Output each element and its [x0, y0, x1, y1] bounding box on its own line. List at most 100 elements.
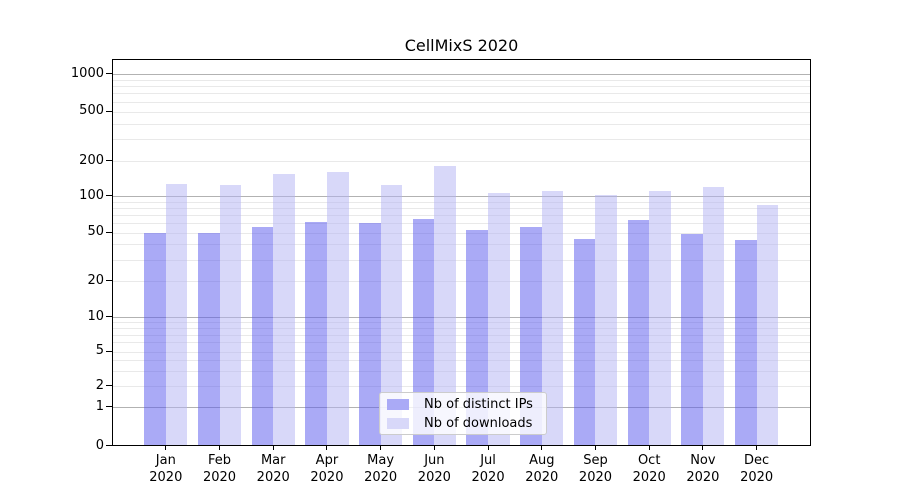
bar-distinct-ips-feb	[197, 232, 220, 445]
bar-distinct-ips-dec	[735, 240, 757, 445]
x-tick-label-jul: Jul 2020	[460, 452, 516, 486]
bar-distinct-ips-oct	[627, 220, 650, 445]
x-tick-mark	[487, 446, 489, 450]
gridline-minor	[113, 86, 810, 88]
legend-swatch-downloads	[387, 417, 409, 429]
x-tick-mark	[541, 446, 543, 450]
bar-distinct-ips-may	[359, 222, 381, 445]
x-tick-label-mar: Mar 2020	[245, 452, 301, 486]
gridline-major	[113, 317, 810, 318]
bar-downloads-oct	[649, 190, 671, 445]
bar-distinct-ips-aug	[520, 226, 542, 445]
y-tick-mark	[106, 195, 112, 196]
x-tick-label-jan: Jan 2020	[138, 452, 194, 486]
plot-area	[112, 59, 811, 446]
x-tick-label-dec: Dec 2020	[729, 452, 785, 486]
y-tick-label: 100	[79, 187, 104, 203]
x-tick-label-jun: Jun 2020	[406, 452, 462, 486]
gridline-minor	[113, 351, 810, 353]
x-tick-mark	[165, 446, 167, 450]
bar-distinct-ips-jun	[412, 218, 435, 445]
bar-downloads-nov	[702, 187, 725, 445]
x-tick-mark	[380, 446, 382, 450]
x-tick-mark	[433, 446, 435, 450]
legend-label-downloads: Nb of downloads	[424, 415, 533, 431]
bar-downloads-jun	[434, 165, 456, 445]
x-tick-mark	[702, 446, 704, 450]
gridline-minor	[113, 123, 810, 125]
chart-title: CellMixS 2020	[404, 36, 519, 55]
x-tick-label-feb: Feb 2020	[192, 452, 248, 486]
gridline-minor	[113, 281, 810, 282]
x-tick-year: 2020	[364, 470, 398, 485]
legend-swatch-distinct-ips	[387, 398, 409, 410]
gridline-minor	[113, 259, 810, 261]
x-tick-mark	[648, 446, 650, 450]
bar-distinct-ips-jan	[144, 232, 166, 445]
x-tick-year: 2020	[417, 470, 451, 485]
x-tick-year: 2020	[578, 470, 613, 485]
bar-downloads-mar	[273, 174, 295, 445]
y-tick-mark	[106, 385, 112, 386]
y-tick-mark	[106, 406, 112, 407]
gridline-minor	[113, 207, 810, 209]
y-tick-mark	[106, 445, 112, 446]
x-tick-mark	[272, 446, 274, 450]
y-tick-mark	[106, 316, 112, 317]
x-tick-label-oct: Oct 2020	[621, 452, 677, 486]
bar-distinct-ips-jul	[466, 230, 489, 445]
gridline-major	[113, 196, 810, 197]
bar-downloads-may	[380, 184, 403, 445]
gridline-minor	[113, 370, 810, 372]
y-tick-label: 1000	[70, 65, 104, 81]
x-tick-mark	[756, 446, 758, 450]
gridline-minor	[113, 201, 810, 203]
x-tick-year: 2020	[632, 470, 666, 485]
y-tick-mark	[106, 160, 112, 161]
bar-downloads-aug	[541, 190, 564, 445]
x-tick-label-may: May 2020	[353, 452, 409, 486]
x-tick-label-sep: Sep 2020	[567, 452, 623, 486]
gridline-minor	[113, 232, 810, 234]
gridline-minor	[113, 93, 810, 95]
gridline-minor	[113, 359, 810, 361]
bar-downloads-apr	[326, 171, 349, 445]
y-tick-label: 10	[87, 308, 104, 324]
legend-row-downloads: Nb of downloads	[387, 415, 546, 431]
x-tick-mark	[219, 446, 220, 450]
gridline-minor	[113, 342, 810, 344]
y-tick-label: 50	[87, 224, 104, 239]
y-tick-mark	[106, 280, 112, 281]
gridline-minor	[113, 322, 810, 324]
bar-distinct-ips-apr	[305, 222, 327, 445]
x-tick-year: 2020	[471, 470, 505, 485]
y-tick-label: 2	[95, 377, 104, 393]
y-tick-label: 5	[95, 343, 104, 358]
y-tick-mark	[106, 350, 112, 352]
bar-downloads-feb	[219, 185, 242, 445]
gridline-minor	[113, 386, 810, 387]
gridline-minor	[113, 161, 810, 162]
x-tick-year: 2020	[740, 470, 774, 485]
y-tick-label: 1	[95, 398, 104, 414]
x-tick-year: 2020	[310, 470, 344, 485]
y-tick-mark	[106, 73, 112, 74]
x-tick-year: 2020	[149, 470, 183, 485]
y-tick-label: 0	[95, 437, 104, 453]
x-tick-year: 2020	[686, 470, 720, 485]
x-tick-label-aug: Aug 2020	[514, 452, 570, 486]
x-tick-mark	[326, 446, 328, 450]
bar-distinct-ips-nov	[681, 233, 703, 445]
legend-label-distinct-ips: Nb of distinct IPs	[424, 396, 533, 412]
gridline-minor	[113, 214, 810, 216]
y-tick-mark	[106, 231, 112, 233]
bar-downloads-dec	[756, 205, 779, 445]
y-tick-label: 20	[87, 272, 104, 288]
legend-row-distinct-ips: Nb of distinct IPs	[387, 396, 546, 412]
bar-downloads-jul	[488, 193, 510, 445]
legend: Nb of distinct IPs Nb of downloads	[379, 392, 547, 435]
gridline-minor	[113, 101, 810, 103]
gridline-major	[113, 74, 810, 75]
gridline-minor	[113, 111, 810, 113]
x-tick-year: 2020	[202, 470, 237, 485]
